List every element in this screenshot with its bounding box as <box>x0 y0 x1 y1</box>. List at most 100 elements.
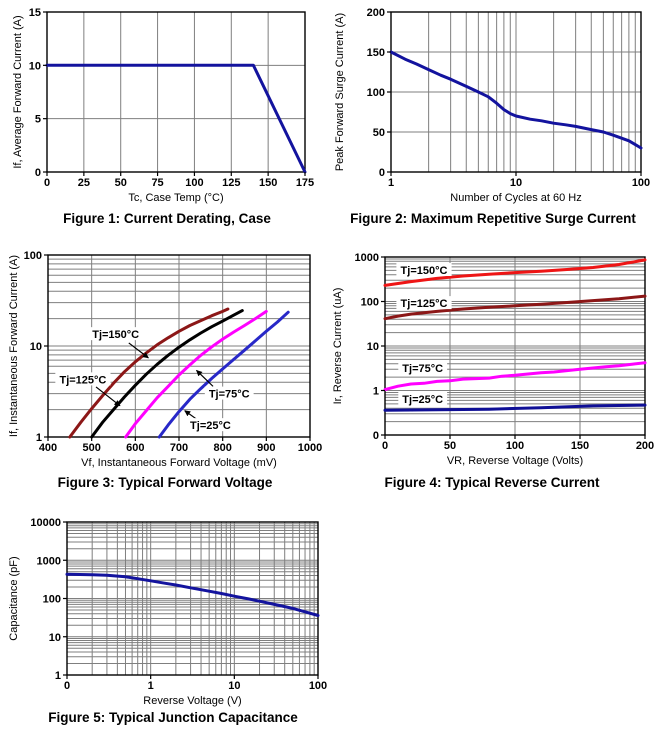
figure-5-chart: 0 1 10 100 1 10 100 1000 10000 Reverse Voltage (V… <box>4 503 342 707</box>
x-axis-title: Tc, Case Temp (°C) <box>128 192 223 204</box>
x-tick-label: 25 <box>78 177 90 189</box>
figure-3-caption: Figure 3: Typical Forward Voltage <box>57 475 273 490</box>
figure-5-caption: Figure 5: Typical Junction Capacitance <box>48 710 298 725</box>
x-tick-label: 175 <box>296 177 314 189</box>
y-tick-label: 10 <box>367 341 379 353</box>
x-tick-label: 0 <box>44 177 50 189</box>
series-average-forward-current-limit <box>45 63 307 174</box>
y-tick-label: 100 <box>24 250 42 262</box>
series-tj-125c <box>383 294 647 321</box>
y-tick-label: 0 <box>379 167 385 179</box>
annotation-bg <box>204 386 254 400</box>
annotation-bg <box>88 327 144 341</box>
x-tick-label: 125 <box>222 177 240 189</box>
y-tick-label: 50 <box>373 127 385 139</box>
annotation-label: Tj=25°C <box>402 394 443 406</box>
x-axis-title: VR, Reverse Voltage (Volts) <box>447 455 583 467</box>
y-tick-label: 1 <box>55 670 61 682</box>
x-tick-label: 150 <box>571 440 589 452</box>
figure-5: 0 1 10 100 1 10 100 1000 10000 Reverse Voltage (V… <box>4 503 342 725</box>
x-tick-label: 100 <box>185 177 203 189</box>
x-tick-label: 1 <box>148 680 154 692</box>
x-tick-label: 600 <box>126 442 144 454</box>
x-tick-label: 0 <box>64 680 70 692</box>
x-tick-label: 10 <box>510 177 522 189</box>
chart-svg: 0 25 50 75 100 125 150 175 0 5 10 15 Tc, Case Temp (… <box>12 7 314 204</box>
figure-3-chart: 400 500 600 700 800 900 1000 1 10 100 Vf, Instanta… <box>4 246 326 472</box>
x-axis-title: Vf, Instantaneous Forward Voltage (mV) <box>81 457 277 469</box>
figure-1-chart: 0 25 50 75 100 125 150 175 0 5 10 15 Tc, Case Temp (… <box>8 4 326 208</box>
y-tick-label: 1 <box>36 432 42 444</box>
x-tick-label: 400 <box>39 442 57 454</box>
annotation-bg <box>396 263 452 277</box>
y-tick-label: 1000 <box>355 252 379 264</box>
annotation-arrow <box>95 386 121 407</box>
figure-4-caption: Figure 4: Typical Reverse Current <box>384 475 600 490</box>
figure-4: 0 50 100 150 200 1000 100 10 1 0 VR, Reverse Volta… <box>328 246 656 490</box>
y-axis-title: If, Instantaneous Forward Current (A) <box>8 255 20 437</box>
series-tj-75c <box>383 361 647 392</box>
figure-2-caption: Figure 2: Maximum Repetitive Surge Curre… <box>350 211 636 226</box>
figure-1: 0 25 50 75 100 125 150 175 0 5 10 15 Tc, Case Temp (… <box>8 4 326 226</box>
series-tj-75c <box>124 309 268 439</box>
x-tick-label: 100 <box>632 177 650 189</box>
x-tick-label: 75 <box>151 177 163 189</box>
annotation-label: Tj=125°C <box>401 298 448 310</box>
y-tick-label: 10 <box>49 632 61 644</box>
x-tick-label: 700 <box>170 442 188 454</box>
annotation-bg <box>186 418 235 432</box>
y-tick-label: 10000 <box>30 517 61 529</box>
y-tick-label: 1000 <box>37 555 61 567</box>
y-tick-label: 0 <box>35 167 41 179</box>
y-tick-label: 1 <box>373 386 379 398</box>
annotation-bg <box>398 391 448 405</box>
x-axis-title: Number of Cycles at 60 Hz <box>450 192 581 204</box>
y-axis-title: If, Average Forward Current (A) <box>12 15 24 168</box>
x-tick-label: 200 <box>636 440 654 452</box>
x-tick-label: 900 <box>257 442 275 454</box>
y-tick-label: 150 <box>367 47 385 59</box>
plot-area <box>47 12 305 172</box>
x-tick-label: 50 <box>444 440 456 452</box>
y-tick-label: 10 <box>29 60 41 72</box>
x-tick-label: 100 <box>309 680 327 692</box>
figure-4-chart: 0 50 100 150 200 1000 100 10 1 0 VR, Reverse Volta… <box>328 246 656 472</box>
y-axis-title: Ir, Reverse Current (uA) <box>332 288 344 405</box>
y-tick-label: 5 <box>35 114 41 126</box>
annotation-label: Tj=75°C <box>402 363 443 375</box>
annotation-label: Tj=75°C <box>209 389 250 401</box>
series-tj-25c <box>383 403 647 412</box>
y-axis-title: Peak Forward Surge Current (A) <box>334 13 346 171</box>
annotation-bg <box>398 361 448 375</box>
annotation-bg <box>55 372 111 386</box>
annotation-label: Tj=125°C <box>59 374 106 386</box>
annotation-arrow <box>128 342 149 359</box>
x-tick-label: 100 <box>506 440 524 452</box>
plot-border <box>46 11 306 173</box>
figure-1-caption: Figure 1: Current Derating, Case <box>63 211 271 226</box>
figure-2: 1 10 100 0 50 100 150 200 Number of Cycles at 60… <box>330 4 656 226</box>
x-tick-label: 1000 <box>298 442 322 454</box>
series-tj-150c <box>383 258 647 287</box>
chart-svg: 1 10 100 0 50 100 150 200 Number of Cycles at 60… <box>334 7 650 204</box>
y-tick-label: 0 <box>373 430 379 442</box>
y-tick-label: 200 <box>367 7 385 19</box>
y-axis-title: Capacitance (pF) <box>8 556 20 640</box>
x-tick-label: 800 <box>213 442 231 454</box>
x-axis-title: Reverse Voltage (V) <box>143 695 241 707</box>
x-tick-label: 0 <box>382 440 388 452</box>
figure-3: 400 500 600 700 800 900 1000 1 10 100 Vf, Instanta… <box>4 246 326 490</box>
annotation-label: Tj=150°C <box>92 329 139 341</box>
chart-svg: 400 500 600 700 800 900 1000 1 10 100 Vf, Instanta… <box>8 250 322 469</box>
y-tick-label: 100 <box>361 297 379 309</box>
series-tj-150c <box>68 307 230 439</box>
x-tick-label: 150 <box>259 177 277 189</box>
series-tj-25c <box>157 310 290 439</box>
y-tick-label: 100 <box>367 87 385 99</box>
x-tick-label: 1 <box>388 177 394 189</box>
annotation-bg <box>396 296 452 310</box>
series-junction-capacitance <box>65 572 320 617</box>
